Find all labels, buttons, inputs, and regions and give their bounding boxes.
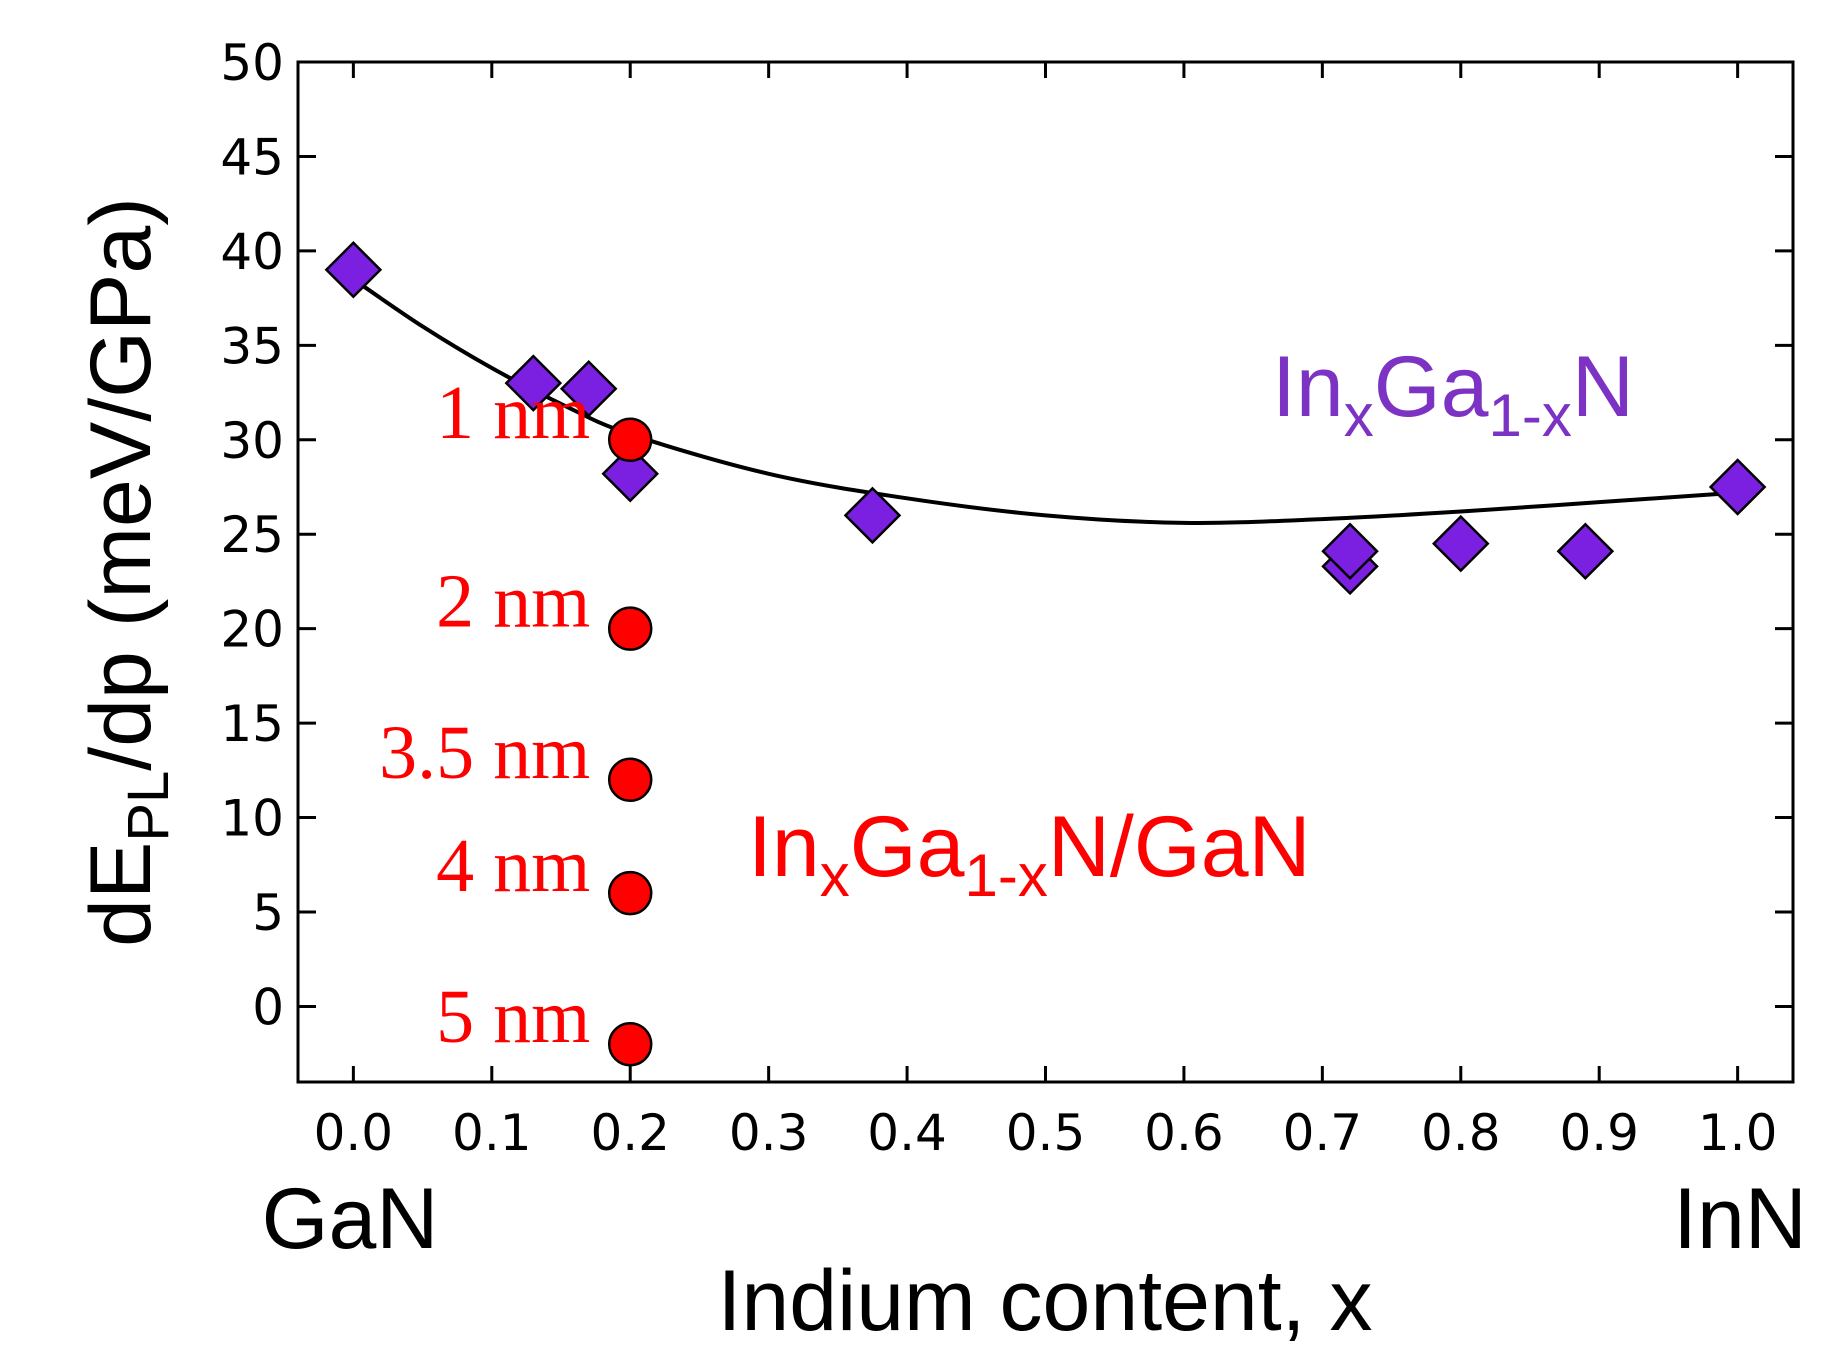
y-tick-label: 35 [220,317,284,375]
fit-curve [352,277,1738,525]
thickness-label: 3.5 nm [379,711,590,795]
y-axis-title: dEPL/dp (meV/GPa) [73,197,181,947]
qw-point [607,870,653,916]
x-tick-label: 0.2 [590,1104,670,1162]
y-tick-label: 30 [220,412,284,470]
alloy-point [324,241,383,299]
x-tick-label: 0.4 [867,1104,947,1162]
alloy-point [1321,522,1379,580]
y-ticks [298,60,1793,1008]
qw-point [607,757,653,803]
alloy-point [601,445,659,503]
alloy-point [504,354,563,412]
qw-label: InxGa1-xN/GaN [748,799,1311,909]
qw-point [607,417,653,463]
qw-point [607,1021,653,1067]
alloy-point [1556,522,1615,580]
alloy-point [843,486,902,545]
x-tick-label: 0.0 [314,1104,394,1162]
y-tick-label: 25 [220,506,284,564]
y-tick-labels: 0 5 10 15 20 25 30 35 40 45 50 [220,34,284,1036]
x-tick-labels: 0.0 0.1 0.2 0.3 0.4 0.5 0.6 0.7 0.8 0.9 1.0 [314,1104,1778,1162]
alloy-point [1432,514,1490,573]
x-axis-title: Indium content, x [718,1253,1373,1349]
thickness-label: 1 nm [436,371,590,455]
alloy-label: InxGa1-xN [1272,339,1634,449]
alloy-series [324,241,1767,596]
y-tick-label: 5 [252,884,284,942]
x-end-label-left: GaN [262,1171,439,1267]
quantum-well-series [607,417,653,1067]
x-tick-label: 0.3 [729,1104,809,1162]
x-end-label-right: InN [1673,1171,1807,1267]
y-tick-label: 20 [220,601,284,659]
y-tick-label: 0 [252,978,284,1036]
x-tick-label: 1.0 [1698,1104,1778,1162]
y-tick-label: 50 [220,34,284,92]
thickness-labels: 1 nm 2 nm 3.5 nm 4 nm 5 nm [379,371,590,1059]
alloy-point [559,360,618,418]
x-tick-label: 0.8 [1421,1104,1501,1162]
thickness-label: 4 nm [436,824,590,908]
x-tick-label: 0.7 [1283,1104,1363,1162]
alloy-point [1708,458,1767,516]
thickness-label: 5 nm [436,975,590,1059]
y-tick-label: 40 [220,223,284,281]
y-tick-label: 45 [220,128,284,186]
x-tick-label: 0.9 [1559,1104,1639,1162]
thickness-label: 2 nm [436,560,590,644]
y-tick-label: 15 [220,695,284,753]
y-tick-label: 10 [220,790,284,848]
qw-point [607,606,653,651]
x-tick-label: 0.5 [1006,1104,1086,1162]
x-tick-label: 0.6 [1144,1104,1224,1162]
x-tick-label: 0.1 [452,1104,532,1162]
x-ticks [351,62,1740,1082]
